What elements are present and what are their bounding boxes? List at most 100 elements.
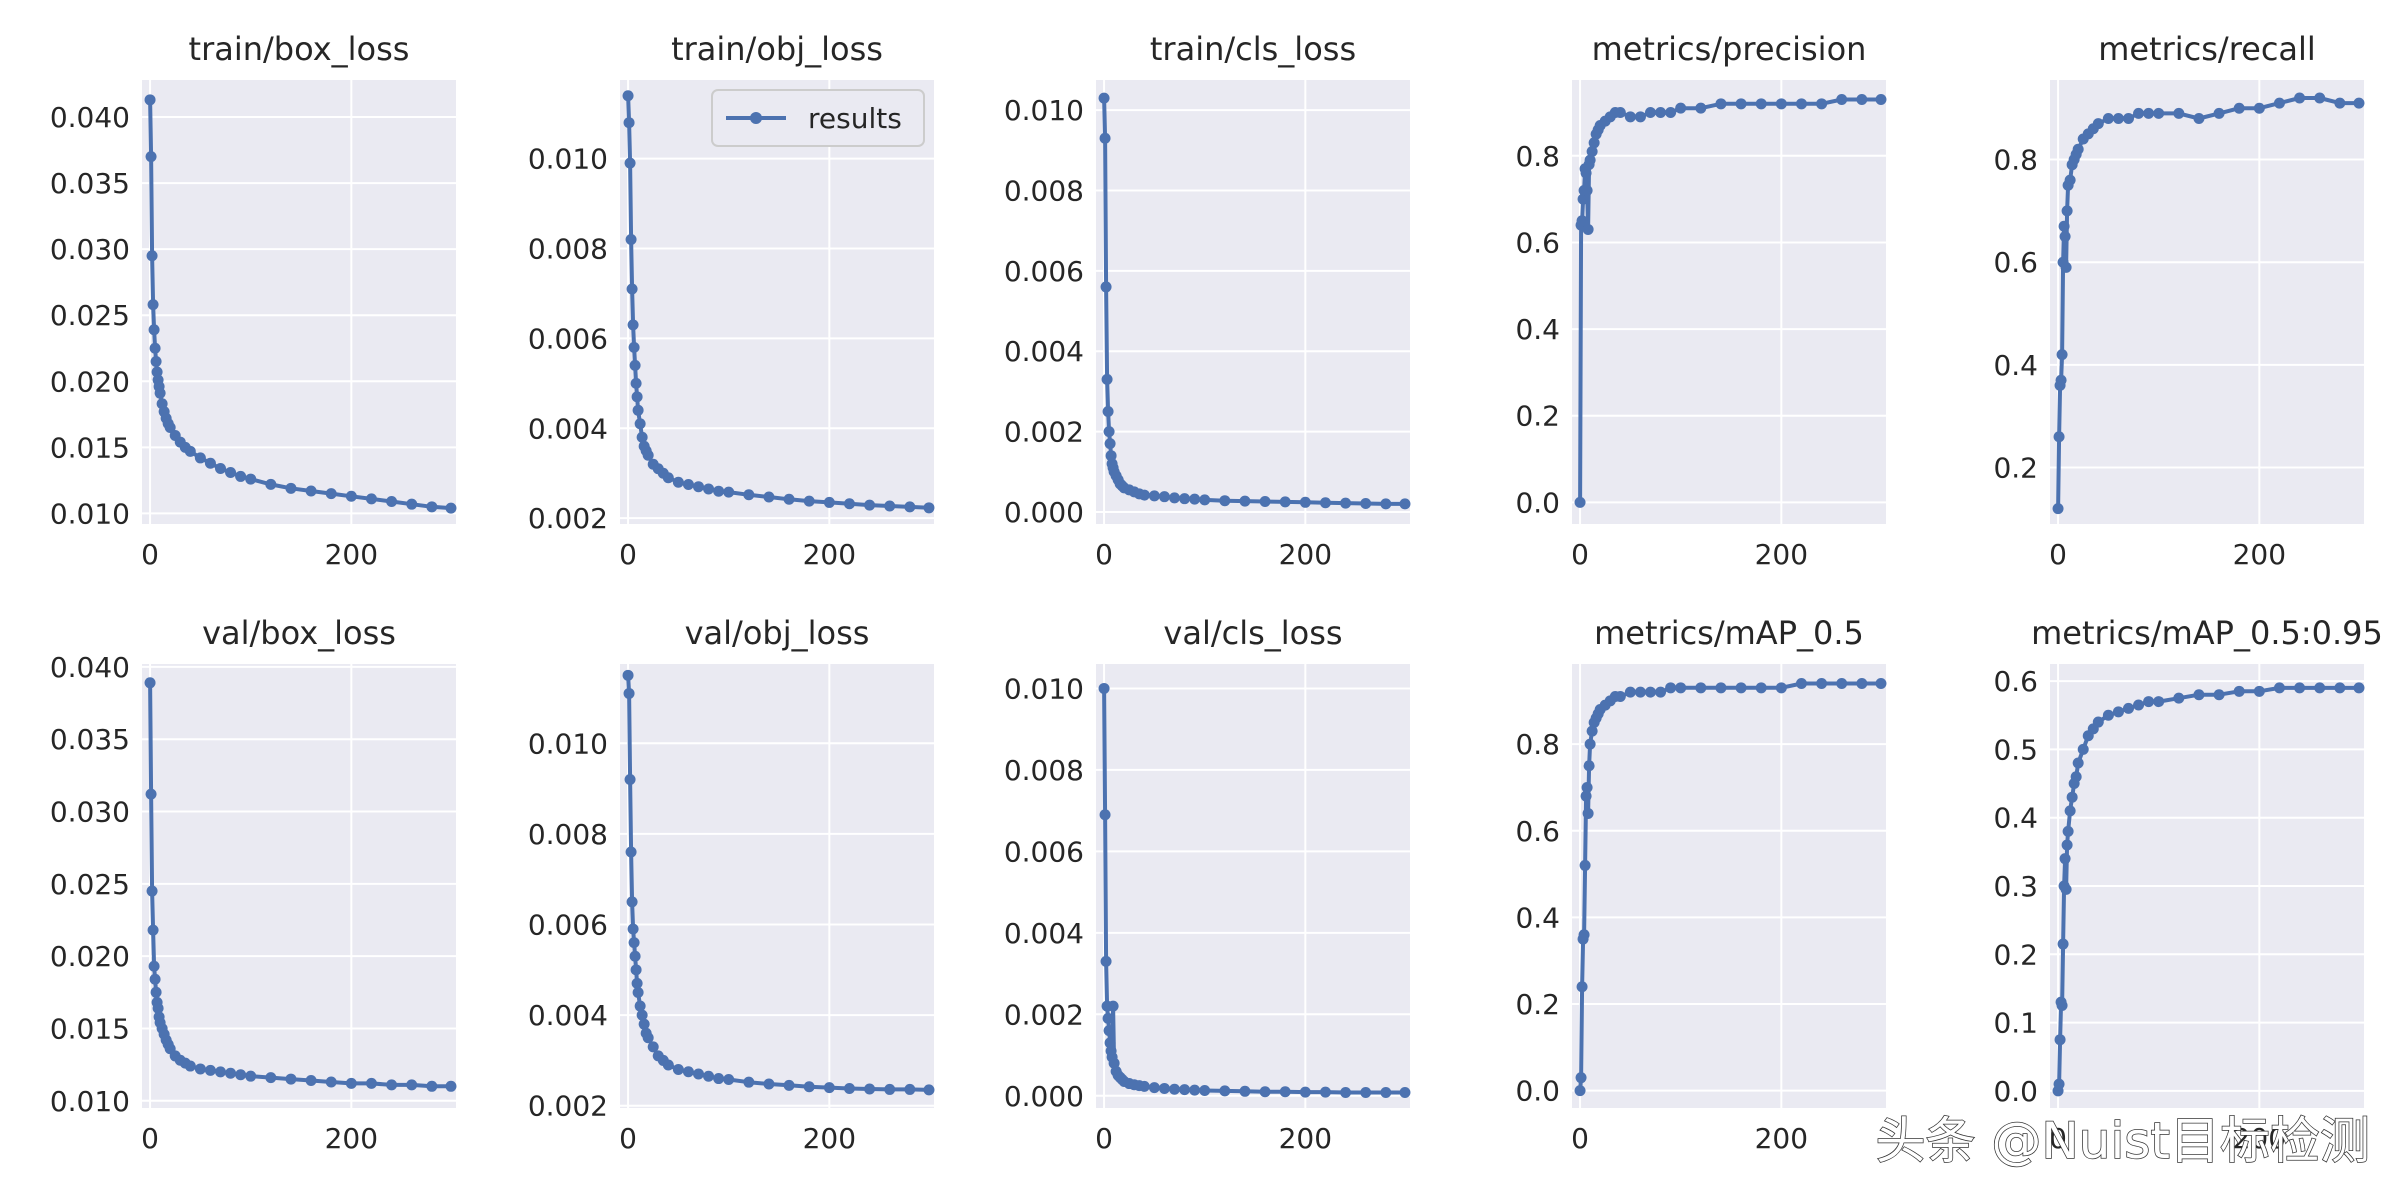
data-point [629, 359, 641, 371]
data-point [662, 1059, 674, 1071]
x-tick-label: 0 [141, 538, 159, 571]
y-tick-label: 0.0 [1993, 1075, 2038, 1108]
panel-title: metrics/precision [1592, 30, 1867, 68]
y-tick-label: 0.030 [50, 796, 130, 829]
data-point [1856, 677, 1868, 689]
y-tick-label: 0.2 [1993, 938, 2038, 971]
data-point [923, 1084, 935, 1096]
y-tick-label: 0.040 [50, 101, 130, 134]
panel-title: val/box_loss [202, 614, 396, 652]
data-point [1138, 1080, 1150, 1092]
data-point [445, 502, 457, 514]
data-point [2052, 503, 2064, 515]
data-point [386, 1079, 398, 1091]
data-point [713, 1073, 725, 1085]
y-tick-label: 0.2 [1993, 452, 2038, 485]
y-tick-label: 0.4 [1515, 901, 1560, 934]
x-tick-label: 0 [1571, 538, 1589, 571]
data-point [1399, 1087, 1411, 1099]
data-point [642, 449, 654, 461]
data-point [345, 490, 357, 502]
y-tick-label: 0.3 [1993, 870, 2038, 903]
data-point [803, 1081, 815, 1093]
data-point [626, 283, 638, 295]
panel-title: metrics/mAP_0.5 [1594, 614, 1864, 652]
data-point [1199, 494, 1211, 506]
data-point [445, 1080, 457, 1092]
data-point [1101, 373, 1113, 385]
data-point [194, 1063, 206, 1075]
data-point [662, 472, 674, 484]
data-point [2233, 685, 2245, 697]
y-tick-label: 0.006 [528, 909, 608, 942]
y-tick-label: 0.0 [1515, 486, 1560, 519]
data-point [1099, 809, 1111, 821]
data-point [1735, 682, 1747, 694]
data-point [783, 1079, 795, 1091]
y-tick-label: 0.015 [50, 1012, 130, 1045]
data-point [1645, 686, 1656, 698]
chart-panel: metrics/mAP_0.5:0.95 0.0 0.1 0.2 0.3 0.4 0.5 0.… [1993, 614, 2382, 1155]
y-tick-label: 0.010 [1004, 94, 1084, 127]
y-tick-label: 0.000 [1004, 496, 1084, 529]
data-point [1645, 106, 1656, 118]
data-point [235, 470, 247, 482]
data-point [1588, 137, 1600, 149]
chart-panel: metrics/precision 0.0 0.2 0.4 0.6 0.8 0 200 [1515, 30, 1887, 571]
y-tick-label: 0.8 [1993, 144, 2038, 177]
x-tick-label: 200 [325, 1122, 378, 1155]
data-point [1100, 281, 1112, 293]
data-point [864, 499, 876, 511]
data-point [144, 94, 156, 106]
y-tick-label: 0.008 [1004, 174, 1084, 207]
data-point [146, 885, 158, 897]
data-point [626, 896, 638, 908]
x-tick-label: 200 [1755, 538, 1808, 571]
chart-panel: train/box_loss 0.010 0.015 0.020 0.025 0.030 0… [50, 30, 457, 571]
data-point [2092, 118, 2104, 130]
data-point [1816, 677, 1828, 689]
data-point [1581, 184, 1593, 196]
data-point [763, 491, 775, 503]
data-point [147, 924, 159, 936]
data-point [625, 846, 637, 858]
data-point [145, 788, 157, 800]
y-tick-label: 0.2 [1515, 988, 1560, 1021]
data-point [2233, 102, 2245, 114]
data-point [245, 1070, 257, 1082]
panel-title: train/cls_loss [1150, 30, 1356, 68]
data-point [164, 422, 176, 434]
y-tick-label: 0.002 [1004, 416, 1084, 449]
data-point [2353, 682, 2365, 694]
data-point [1360, 1087, 1372, 1099]
y-tick-label: 0.008 [528, 233, 608, 266]
x-tick-label: 200 [803, 538, 856, 571]
plot-area [1572, 80, 1886, 524]
data-point [703, 1070, 715, 1082]
data-point [1624, 686, 1636, 698]
data-point [1219, 1085, 1231, 1097]
data-point [843, 1083, 855, 1095]
data-point [630, 964, 642, 976]
data-point [204, 1064, 216, 1076]
y-tick-label: 0.040 [50, 651, 130, 684]
data-point [904, 1083, 916, 1095]
y-tick-label: 0.004 [528, 999, 608, 1032]
data-point [623, 687, 635, 699]
chart-panel: metrics/recall 0.2 0.4 0.6 0.8 0 200 [1993, 30, 2365, 571]
y-tick-label: 0.2 [1515, 400, 1560, 433]
data-point [2066, 791, 2078, 803]
data-point [622, 669, 634, 681]
data-point [406, 498, 418, 510]
data-point [634, 418, 646, 430]
data-point [1158, 1082, 1170, 1094]
data-point [1169, 1083, 1180, 1095]
data-point [2057, 938, 2069, 950]
y-tick-label: 0.020 [50, 940, 130, 973]
data-point [225, 1067, 237, 1079]
data-point [1875, 677, 1887, 689]
data-point [642, 1032, 654, 1044]
data-point [1775, 98, 1787, 110]
plot-area [1096, 664, 1410, 1108]
